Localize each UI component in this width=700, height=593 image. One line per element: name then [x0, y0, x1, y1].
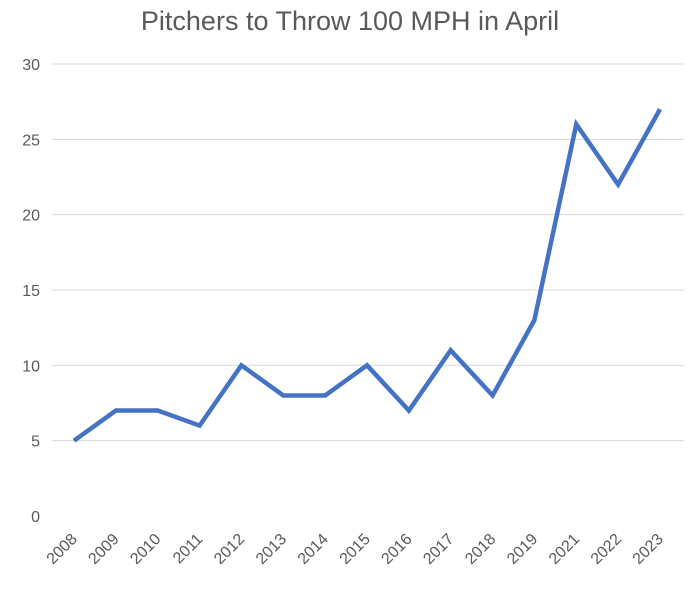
series-line [72, 108, 662, 443]
series-lines [72, 108, 662, 443]
x-tick-label: 2011 [170, 531, 206, 567]
x-tick-label: 2008 [44, 531, 81, 568]
x-tick-label: 2010 [127, 531, 164, 568]
y-axis-tick-labels: 0 5 10 15 20 25 30 [22, 57, 40, 526]
chart-title: Pitchers to Throw 100 MPH in April [140, 6, 560, 36]
x-tick-label: 2021 [546, 531, 583, 568]
x-axis-tick-labels: 2008 2009 2010 2011 2012 2013 2014 2015 2016 2017… [44, 531, 667, 568]
x-tick-label: 2009 [85, 531, 122, 568]
y-tick-label: 30 [22, 57, 40, 74]
gridlines [52, 63, 684, 442]
x-tick-label: 2023 [630, 531, 667, 568]
x-tick-label: 2016 [378, 531, 415, 568]
x-tick-label: 2014 [295, 531, 332, 568]
x-tick-label: 2018 [462, 531, 499, 568]
y-tick-label: 5 [31, 434, 40, 451]
y-tick-label: 20 [22, 208, 40, 225]
x-tick-label: 2013 [253, 531, 290, 568]
x-tick-label: 2012 [211, 531, 248, 568]
y-tick-label: 10 [22, 358, 40, 375]
x-tick-label: 2022 [588, 531, 625, 568]
y-tick-label: 25 [22, 132, 40, 149]
x-tick-label: 2017 [420, 531, 457, 568]
y-tick-label: 15 [22, 283, 40, 300]
y-tick-label: 0 [31, 509, 40, 526]
x-tick-label: 2015 [337, 531, 374, 568]
x-tick-label: 2019 [504, 531, 541, 568]
